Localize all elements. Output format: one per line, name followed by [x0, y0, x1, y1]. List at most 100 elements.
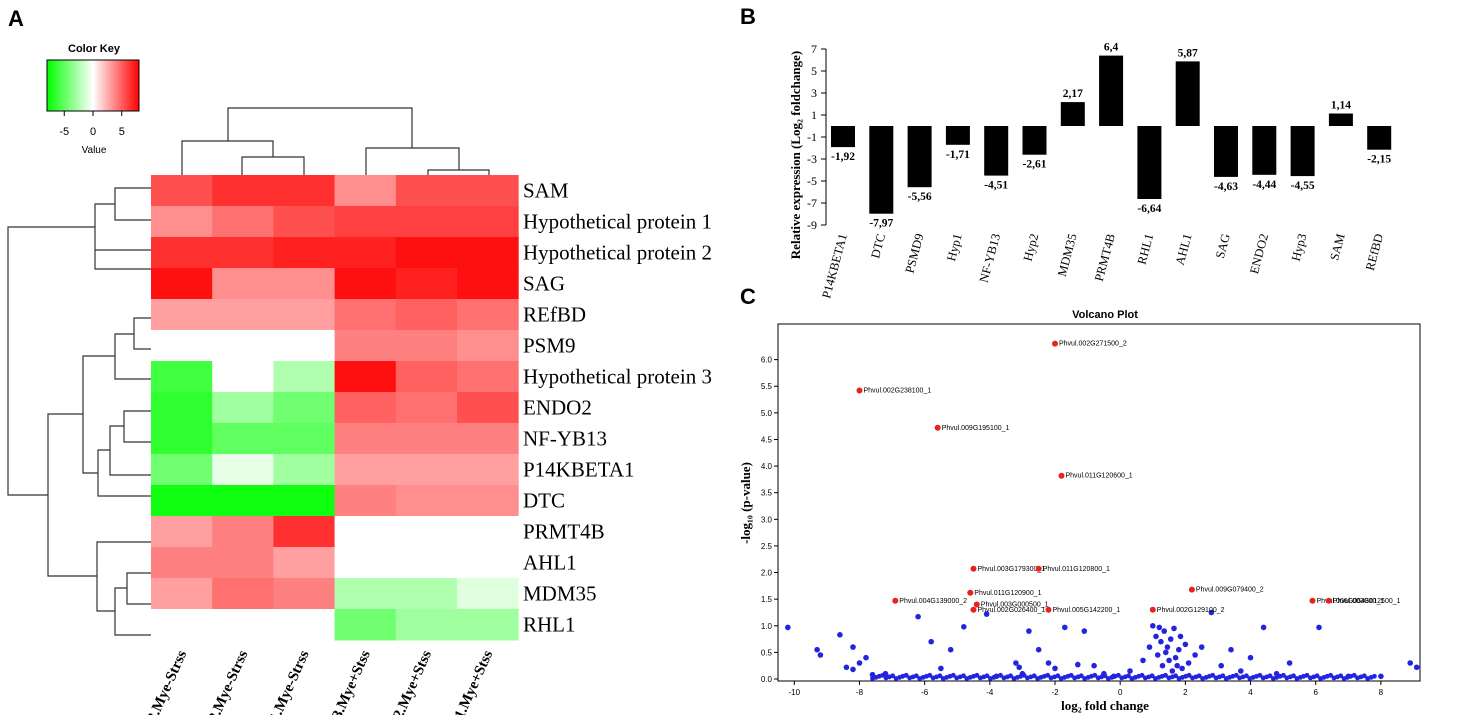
heatmap-cell — [151, 392, 213, 424]
bar — [1214, 126, 1238, 177]
volcano-point — [1174, 662, 1180, 669]
heatmap-cell — [212, 485, 274, 517]
volcano-point — [1026, 628, 1032, 634]
bar-value-label: 2,17 — [1063, 88, 1083, 100]
volcano-nonsignificant-points — [785, 609, 1420, 681]
volcano-x-tick-label: 6 — [1313, 688, 1318, 697]
volcano-point-label: Phvul.002G271500_2 — [1059, 341, 1127, 348]
volcano-significant-point — [970, 565, 977, 572]
heatmap-column-label: 3.Mye+Stss — [329, 648, 373, 715]
bar — [1060, 102, 1085, 126]
volcano-point — [1035, 646, 1042, 653]
bar-category-label: NF-YB13 — [977, 232, 1003, 284]
volcano-point — [1286, 660, 1293, 666]
volcano-point — [1171, 625, 1177, 632]
color-key-tick-label: -5 — [59, 126, 69, 138]
volcano-y-tick-label: 4.5 — [761, 435, 773, 444]
heatmap-cell — [212, 392, 274, 424]
heatmap-row-label: AHL1 — [523, 551, 577, 575]
volcano-plot-frame — [777, 323, 1421, 682]
heatmap-row-label: DTC — [523, 489, 565, 513]
heatmap-column-label: 3.Mye-Strss — [145, 648, 191, 715]
bar-category-label: Hyp1 — [944, 232, 965, 262]
volcano-point — [961, 673, 966, 679]
bar-y-tick-label: -9 — [807, 218, 817, 232]
volcano-point — [1159, 662, 1166, 669]
bar-value-label: 1,14 — [1331, 100, 1351, 112]
heatmap-cell — [457, 423, 519, 455]
volcano-y-tick-label: 6.0 — [761, 356, 773, 365]
heatmap-cell — [457, 609, 519, 641]
heatmap-cell — [212, 516, 274, 548]
color-key-axis: -5 0 5 — [59, 111, 125, 138]
volcano-point — [927, 672, 933, 678]
volcano-point — [814, 646, 820, 653]
volcano-point — [843, 664, 850, 671]
heatmap-cell — [334, 392, 397, 424]
bar — [1252, 126, 1277, 175]
volcano-point — [850, 666, 856, 673]
heatmap-row-label: PRMT4B — [523, 520, 605, 544]
bar-y-tick-label: -7 — [807, 196, 817, 210]
volcano-point — [1092, 672, 1098, 678]
volcano-significant-point — [892, 597, 899, 604]
heatmap-cell — [334, 299, 397, 331]
color-key-axis-label: Value — [82, 145, 107, 156]
volcano-significant-point — [1052, 340, 1058, 347]
volcano-x-tick-label: -10 — [789, 688, 801, 697]
heatmap-row-label: NF-YB13 — [523, 427, 607, 451]
heatmap-row-label: ENDO2 — [523, 396, 592, 420]
volcano-point-label: Phvul.011G120900_1 — [974, 590, 1041, 597]
volcano-point-label: Phvul.009G195100_1 — [942, 425, 1010, 432]
volcano-point — [1407, 660, 1413, 666]
volcano-point — [1173, 673, 1178, 679]
volcano-point-label: Phvul.011G120800_1 — [1043, 566, 1110, 573]
heatmap-cell — [395, 547, 458, 579]
bar-value-label: -5,56 — [908, 191, 932, 203]
heatmap-cell — [273, 423, 336, 455]
volcano-point — [928, 638, 934, 645]
volcano-point — [1126, 673, 1131, 679]
volcano-point — [1260, 624, 1267, 631]
bar — [1099, 55, 1124, 126]
heatmap-cell — [457, 299, 519, 331]
volcano-point-label: Phvul.002G238100_1 — [864, 388, 932, 395]
bar — [1328, 113, 1353, 126]
volcano-point-label: Phvul.003G179300_1 — [978, 566, 1046, 573]
heatmap-row-label: MDM35 — [523, 582, 597, 606]
volcano-point — [1164, 644, 1171, 650]
heatmap-row-label: Hypothetical protein 2 — [523, 241, 712, 265]
volcano-y-tick-label: 5.5 — [761, 382, 773, 391]
volcano-point — [1052, 665, 1058, 672]
volcano-point — [1149, 673, 1155, 679]
volcano-y-tick-label: 5.0 — [761, 409, 773, 418]
bar-category-label: PSMD9 — [903, 232, 927, 275]
volcano-point — [1291, 673, 1296, 679]
heatmap-cell — [334, 547, 397, 579]
volcano-y-tick-label: 2.0 — [761, 569, 773, 578]
volcano-point — [903, 672, 909, 678]
bar-y-tick-label: 5 — [811, 64, 817, 78]
bar — [1290, 126, 1315, 177]
volcano-point — [1161, 628, 1167, 634]
bar-value-label: -1,92 — [831, 151, 855, 163]
volcano-point-label: Phvul.009G079400_2 — [1196, 587, 1264, 594]
heatmap-cell — [457, 485, 519, 517]
volcano-point — [1185, 660, 1192, 666]
heatmap-cell — [273, 578, 336, 610]
volcano-significant-point — [1325, 597, 1332, 604]
volcano-point — [1244, 673, 1249, 679]
volcano-point — [1116, 672, 1121, 678]
volcano-point — [998, 672, 1003, 678]
bar — [984, 126, 1009, 176]
panel-label-c: C — [740, 284, 756, 309]
heatmap-cell — [151, 578, 213, 610]
heatmap-cell — [395, 237, 458, 269]
volcano-point — [856, 660, 863, 666]
heatmap-cell — [457, 454, 519, 486]
heatmap-cell — [212, 361, 274, 393]
volcano-point — [1140, 657, 1146, 664]
volcano-point — [974, 672, 980, 678]
heatmap-cell — [395, 268, 458, 300]
bar-y-axis-label: Relative expression (Log₂ foldchange) — [788, 51, 803, 259]
